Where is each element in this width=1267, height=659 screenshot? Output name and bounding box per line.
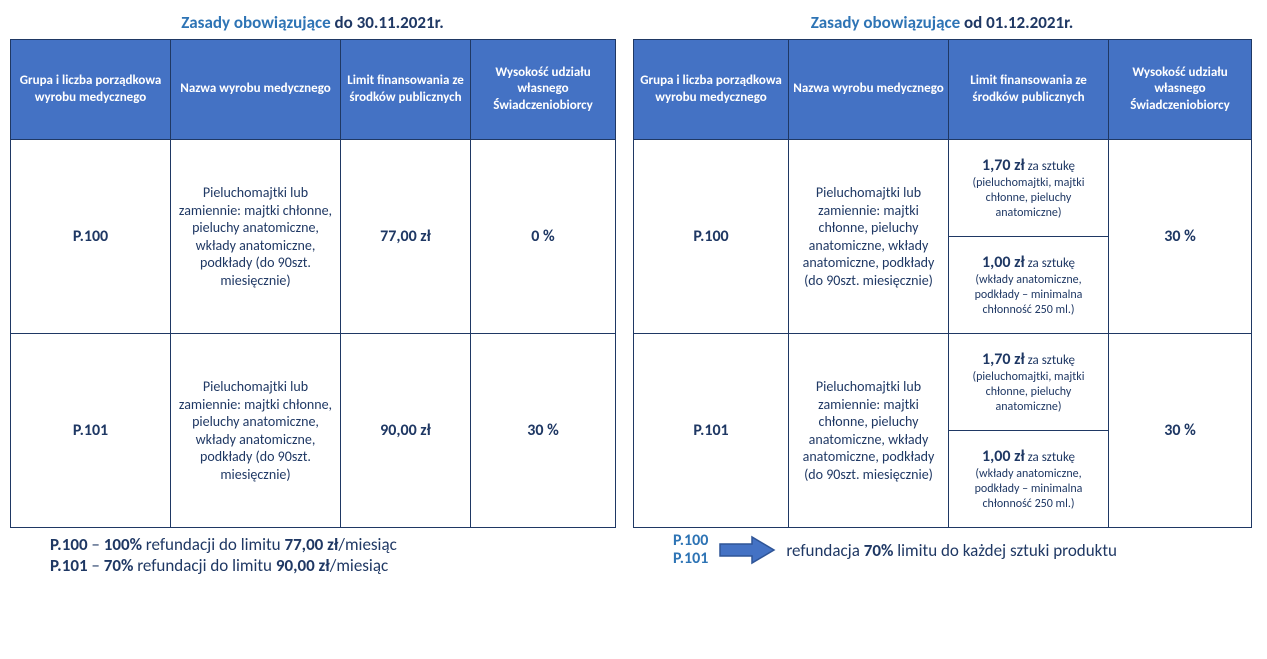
footer-code: P.101 bbox=[50, 555, 88, 576]
table-row: P.100 Pieluchomajtki lub zamiennie: majt… bbox=[634, 140, 1252, 237]
table-after: Grupa i liczba porządkowa wyrobu medyczn… bbox=[633, 39, 1252, 528]
arrow-right-icon bbox=[718, 535, 776, 565]
table-after-header-row: Grupa i liczba porządkowa wyrobu medyczn… bbox=[634, 40, 1252, 140]
col-limit: Limit finansowania ze środków publicznyc… bbox=[949, 40, 1109, 140]
footer-pct: 70% bbox=[864, 540, 894, 561]
cell-desc: Pieluchomajtki lub zamiennie: majtki chł… bbox=[789, 140, 949, 334]
cell-limit: 90,00 zł bbox=[341, 334, 471, 528]
col-limit: Limit finansowania ze środków publicznyc… bbox=[341, 40, 471, 140]
footer-line-2: P.101 – 70% refundacji do limitu 90,00 z… bbox=[50, 555, 615, 576]
footer-line-1: P.100 – 100% refundacji do limitu 77,00 … bbox=[50, 534, 615, 555]
title-before-date: do 30.11.2021r. bbox=[335, 12, 444, 33]
title-before-prefix: Zasady obowiązujące bbox=[181, 12, 334, 33]
col-group: Grupa i liczba porządkowa wyrobu medyczn… bbox=[11, 40, 171, 140]
footer-codes: P.100 P.101 bbox=[633, 532, 708, 569]
cell-desc: Pieluchomajtki lub zamiennie: majtki chł… bbox=[171, 334, 341, 528]
cell-share: 30 % bbox=[471, 334, 616, 528]
cell-share: 30 % bbox=[1109, 140, 1252, 334]
col-group: Grupa i liczba porządkowa wyrobu medyczn… bbox=[634, 40, 789, 140]
cell-limit-b: 1,00 zł za sztukę (wkłady anatomiczne, p… bbox=[949, 237, 1109, 334]
footer-code-2: P.101 bbox=[673, 550, 708, 568]
title-after: Zasady obowiązujące od 01.12.2021r. bbox=[633, 10, 1251, 39]
table-before-header-row: Grupa i liczba porządkowa wyrobu medyczn… bbox=[11, 40, 616, 140]
comparison-wrapper: Zasady obowiązujące do 30.11.2021r. Grup… bbox=[10, 10, 1257, 576]
cell-share: 30 % bbox=[1109, 334, 1252, 528]
table-before: Grupa i liczba porządkowa wyrobu medyczn… bbox=[10, 39, 616, 528]
cell-code: P.101 bbox=[634, 334, 789, 528]
footer-amount: 90,00 zł bbox=[276, 555, 330, 576]
cell-share: 0 % bbox=[471, 140, 616, 334]
col-share: Wysokość udziału własnego Świadczeniobio… bbox=[1109, 40, 1252, 140]
footer-after: P.100 P.101 refundacja 70% limitu do każ… bbox=[633, 528, 1251, 569]
title-after-prefix: Zasady obowiązujące bbox=[811, 12, 964, 33]
footer-code: P.100 bbox=[50, 534, 88, 555]
panel-before: Zasady obowiązujące do 30.11.2021r. Grup… bbox=[10, 10, 615, 576]
cell-limit-a: 1,70 zł za sztukę (pieluchomajtki, majtk… bbox=[949, 334, 1109, 431]
cell-code: P.100 bbox=[11, 140, 171, 334]
cell-limit: 77,00 zł bbox=[341, 140, 471, 334]
panel-after: Zasady obowiązujące od 01.12.2021r. Grup… bbox=[633, 10, 1251, 576]
cell-limit-b: 1,00 zł za sztukę (wkłady anatomiczne, p… bbox=[949, 431, 1109, 528]
table-row: P.100 Pieluchomajtki lub zamiennie: majt… bbox=[11, 140, 616, 334]
footer-pct: 100% bbox=[104, 534, 142, 555]
col-name: Nazwa wyrobu medycznego bbox=[171, 40, 341, 140]
col-share: Wysokość udziału własnego Świadczeniobio… bbox=[471, 40, 616, 140]
cell-code: P.101 bbox=[11, 334, 171, 528]
title-after-date: od 01.12.2021r. bbox=[964, 12, 1073, 33]
col-name: Nazwa wyrobu medycznego bbox=[789, 40, 949, 140]
title-before: Zasady obowiązujące do 30.11.2021r. bbox=[10, 10, 615, 39]
cell-desc: Pieluchomajtki lub zamiennie: majtki chł… bbox=[789, 334, 949, 528]
cell-limit-a: 1,70 zł za sztukę (pieluchomajtki, majtk… bbox=[949, 140, 1109, 237]
footer-code-1: P.100 bbox=[673, 532, 708, 550]
footer-before: P.100 – 100% refundacji do limitu 77,00 … bbox=[10, 528, 615, 576]
cell-desc: Pieluchomajtki lub zamiennie: majtki chł… bbox=[171, 140, 341, 334]
footer-pct: 70% bbox=[104, 555, 134, 576]
table-row: P.101 Pieluchomajtki lub zamiennie: majt… bbox=[11, 334, 616, 528]
cell-code: P.100 bbox=[634, 140, 789, 334]
footer-text: refundacja 70% limitu do każdej sztuki p… bbox=[786, 540, 1117, 561]
table-row: P.101 Pieluchomajtki lub zamiennie: majt… bbox=[634, 334, 1252, 431]
footer-amount: 77,00 zł bbox=[284, 534, 338, 555]
